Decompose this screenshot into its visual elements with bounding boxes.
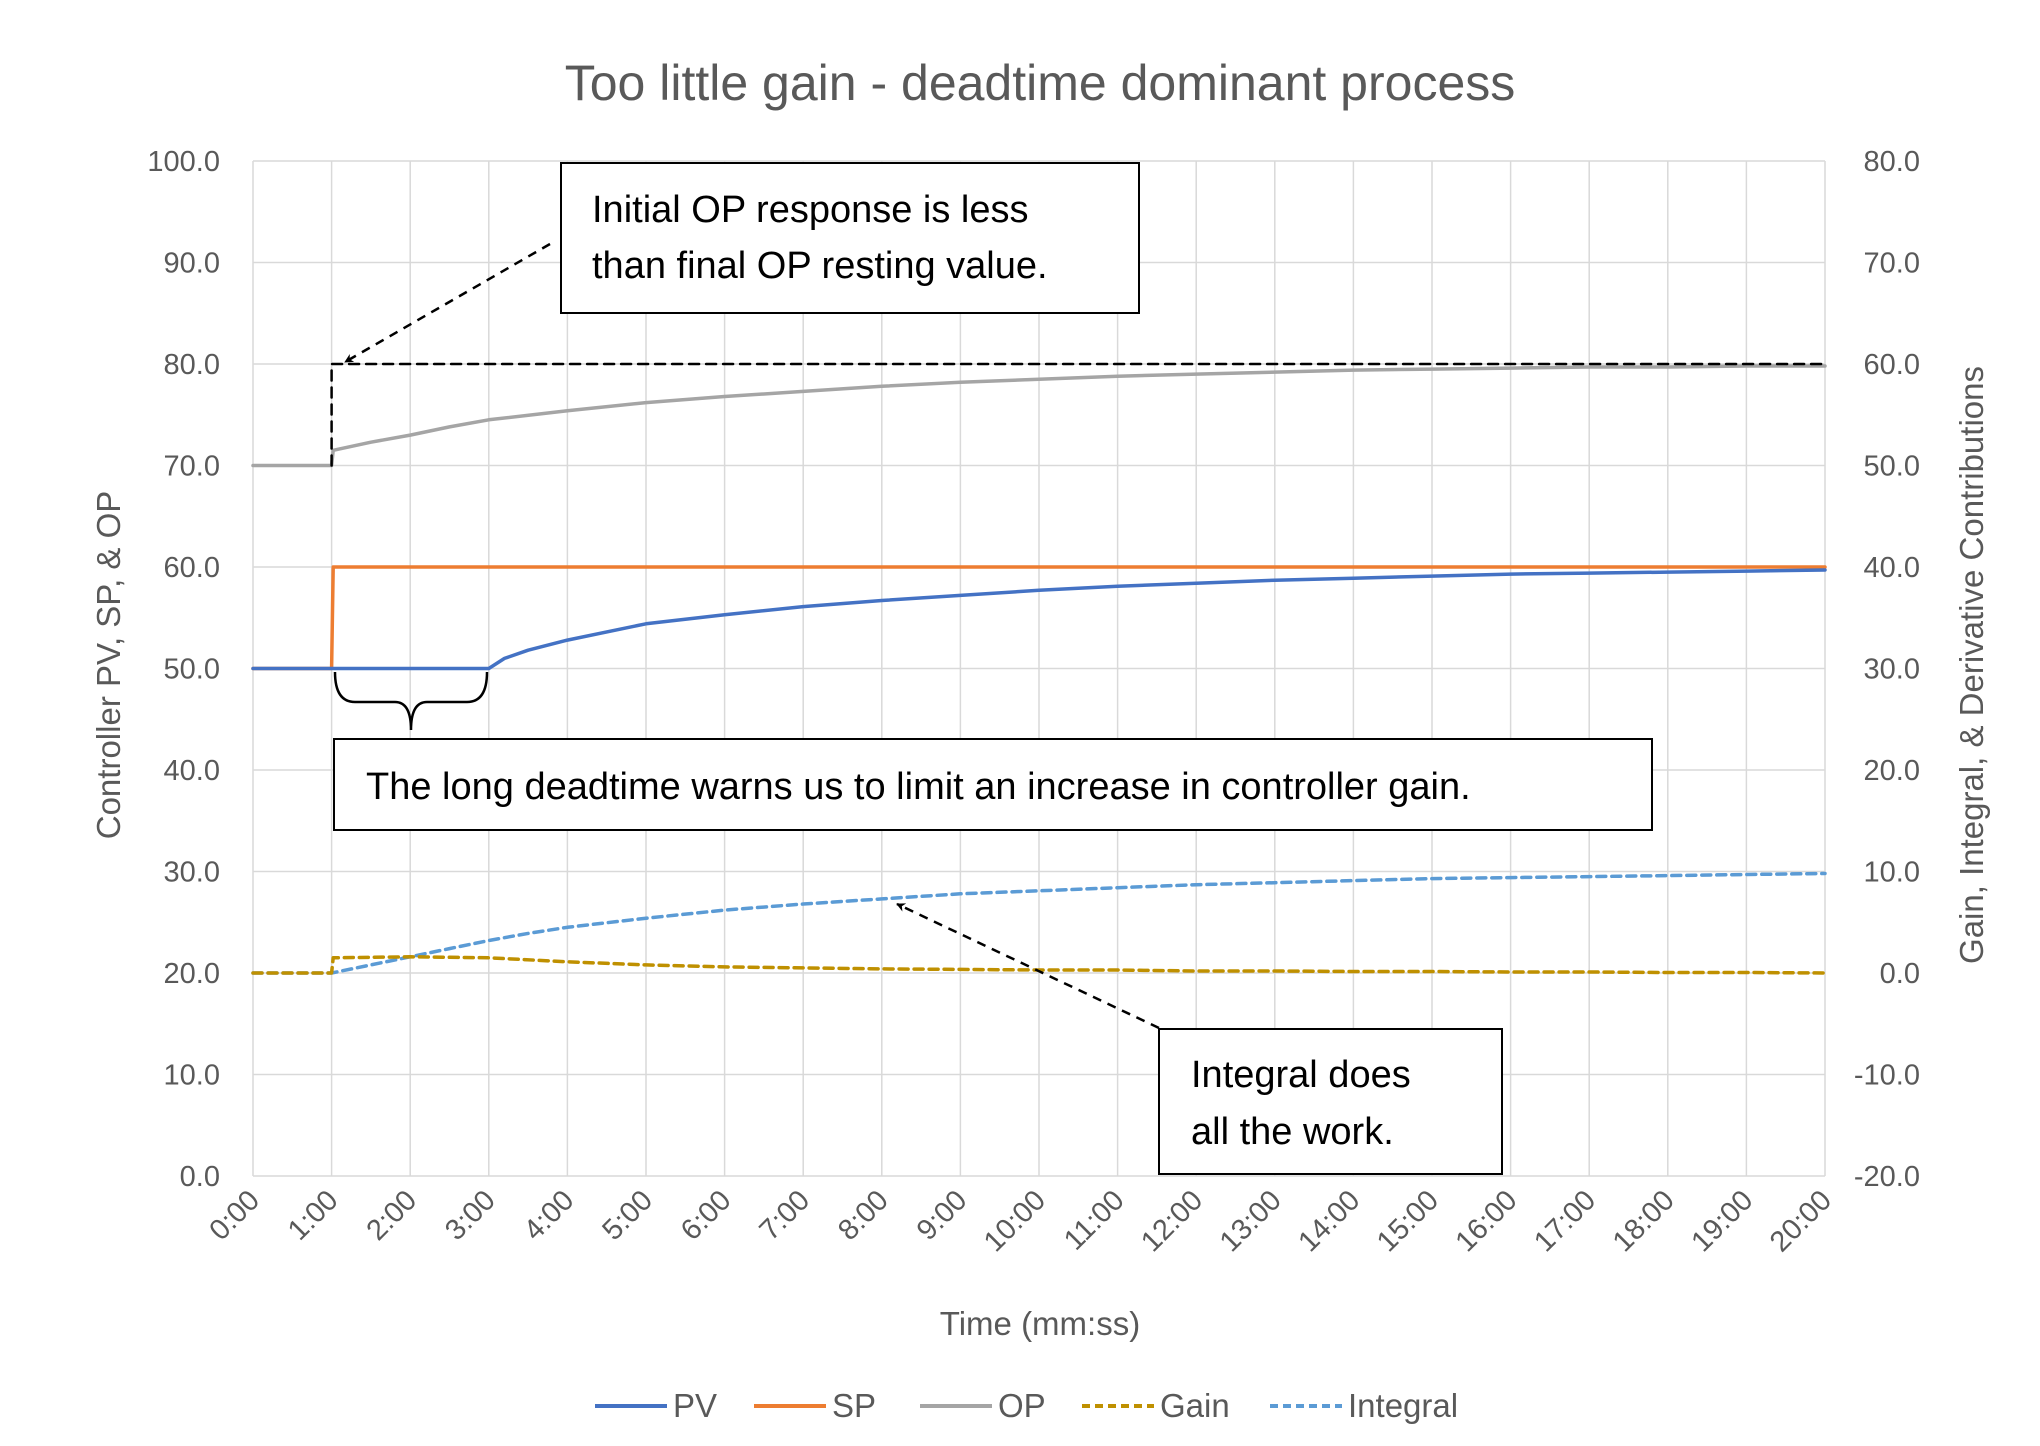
series-lines [251, 362, 1827, 975]
chart-title: Too little gain - deadtime dominant proc… [565, 55, 1516, 111]
x-tick-label: 20:00 [1764, 1184, 1838, 1258]
left-tick-label: 30.0 [164, 857, 220, 889]
left-tick-label: 70.0 [164, 451, 220, 483]
x-tick-label: 13:00 [1214, 1184, 1288, 1258]
right-tick-label: 10.0 [1864, 857, 1920, 889]
right-tick-label: 40.0 [1864, 552, 1920, 584]
series-line-op [251, 364, 1827, 468]
right-axis-title: Gain, Integral, & Derivative Contributio… [1953, 366, 1990, 964]
left-tick-label: 90.0 [164, 248, 220, 280]
annotation-integral-line-2: all the work. [1191, 1111, 1394, 1153]
left-tick-label: 10.0 [164, 1060, 220, 1092]
annotation-integral-box [1158, 1028, 1503, 1175]
right-tick-label: -20.0 [1854, 1161, 1920, 1193]
x-tick-label: 7:00 [754, 1184, 817, 1247]
x-tick-label: 3:00 [439, 1184, 502, 1247]
series-line-pv [251, 568, 1827, 671]
right-tick-label: 0.0 [1880, 958, 1920, 990]
x-tick-label: 15:00 [1371, 1184, 1445, 1258]
x-tick-label: 5:00 [596, 1184, 659, 1247]
annotation-integral: Integral does all the work. [896, 902, 1503, 1175]
x-tick-label: 14:00 [1292, 1184, 1366, 1258]
x-tick-label: 17:00 [1528, 1184, 1602, 1258]
annotation-op-response: Initial OP response is less than final O… [344, 162, 1140, 364]
left-tick-label: 60.0 [164, 552, 220, 584]
x-axis-ticks: 0:00 1:00 2:00 3:00 4:00 5:00 6:00 7:00 8:00 9:00… [203, 1184, 1838, 1258]
x-tick-label: 8:00 [832, 1184, 895, 1247]
left-tick-label: 100.0 [147, 146, 220, 178]
left-tick-label: 0.0 [180, 1161, 220, 1193]
x-tick-label: 19:00 [1685, 1184, 1759, 1258]
series-line-gain [251, 955, 1827, 975]
x-tick-label: 0:00 [203, 1184, 266, 1247]
x-tick-label: 6:00 [675, 1184, 738, 1247]
x-tick-label: 1:00 [282, 1184, 345, 1247]
left-axis-ticks: 0.0 10.0 20.0 30.0 40.0 50.0 60.0 70.0 80.0 90.0 1… [147, 146, 220, 1193]
annotation-deadtime: The long deadtime warns us to limit an i… [333, 671, 1653, 831]
annotation-op-arrow [344, 242, 551, 364]
right-tick-label: -10.0 [1854, 1060, 1920, 1092]
series-line-integral [251, 871, 1827, 975]
legend-label: PV [673, 1387, 717, 1424]
annotation-op-line-2: than final OP resting value. [592, 245, 1048, 287]
right-tick-label: 50.0 [1864, 451, 1920, 483]
annotation-op-box [560, 162, 1140, 314]
legend-label: Integral [1348, 1387, 1458, 1424]
annotation-deadtime-box [333, 738, 1653, 831]
x-tick-label: 12:00 [1135, 1184, 1209, 1258]
right-axis-ticks: -20.0 -10.0 0.0 10.0 20.0 30.0 40.0 50.0 60.0 70.… [1854, 146, 1920, 1193]
x-axis-title: Time (mm:ss) [940, 1305, 1140, 1342]
annotation-integral-line-1: Integral does [1191, 1054, 1411, 1096]
annotation-integral-arrow [896, 902, 1160, 1030]
left-tick-label: 80.0 [164, 349, 220, 381]
x-tick-label: 2:00 [361, 1184, 424, 1247]
op-target-guide-line [330, 362, 1827, 467]
left-axis-title: Controller PV, SP, & OP [90, 491, 127, 840]
right-tick-label: 20.0 [1864, 755, 1920, 787]
x-tick-label: 11:00 [1058, 1184, 1130, 1256]
deadtime-brace [333, 671, 489, 731]
right-tick-label: 70.0 [1864, 248, 1920, 280]
left-tick-label: 40.0 [164, 755, 220, 787]
left-tick-label: 50.0 [164, 654, 220, 686]
right-tick-label: 60.0 [1864, 349, 1920, 381]
right-tick-label: 80.0 [1864, 146, 1920, 178]
legend-label: SP [832, 1387, 876, 1424]
annotation-op-line-1: Initial OP response is less [592, 189, 1029, 231]
legend-label: OP [998, 1387, 1046, 1424]
legend-label: Gain [1160, 1387, 1230, 1424]
x-tick-label: 9:00 [911, 1184, 974, 1247]
annotation-deadtime-text: The long deadtime warns us to limit an i… [366, 766, 1471, 808]
x-tick-label: 4:00 [518, 1184, 581, 1247]
right-tick-label: 30.0 [1864, 654, 1920, 686]
left-tick-label: 20.0 [164, 958, 220, 990]
x-tick-label: 10:00 [978, 1184, 1052, 1258]
legend: PV SP OP Gain Integral [595, 1387, 1458, 1424]
x-tick-label: 18:00 [1607, 1184, 1681, 1258]
x-tick-label: 16:00 [1450, 1184, 1524, 1258]
